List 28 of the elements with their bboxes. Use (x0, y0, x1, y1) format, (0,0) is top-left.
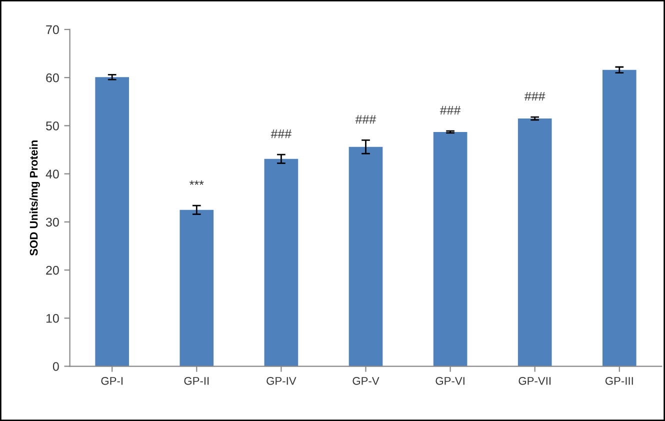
x-tick-label: GP-V (352, 376, 380, 385)
bar (348, 146, 383, 366)
x-tick-label: GP-I (101, 376, 122, 385)
bar (602, 70, 636, 366)
bar (180, 210, 214, 366)
x-tick-label: GP-IV (266, 376, 296, 385)
y-tick-label: 30 (46, 218, 59, 227)
data-label: *** (190, 180, 204, 185)
y-tick-label: 60 (46, 73, 59, 82)
x-tick-label: GP-III (605, 376, 633, 385)
data-label: ### (440, 106, 461, 115)
x-tick-label: GP-II (184, 376, 209, 385)
y-tick-label: 70 (46, 25, 59, 34)
y-tick-label: 40 (46, 170, 59, 178)
y-tick-label: 0 (52, 362, 59, 371)
bar (95, 77, 130, 366)
y-tick-label: 20 (46, 266, 59, 275)
bar (264, 158, 298, 366)
y-tick-label: 50 (46, 122, 59, 130)
x-tick-label: GP-VII (518, 376, 550, 385)
data-label: ### (355, 115, 376, 124)
y-axis-title: SOD Units/mg Protein (30, 140, 40, 256)
data-label: ### (270, 130, 292, 138)
bar (433, 132, 468, 366)
data-label: ### (524, 92, 546, 101)
x-tick-label: GP-VI (436, 376, 464, 385)
bar (518, 118, 552, 366)
y-tick-label: 10 (46, 314, 59, 323)
